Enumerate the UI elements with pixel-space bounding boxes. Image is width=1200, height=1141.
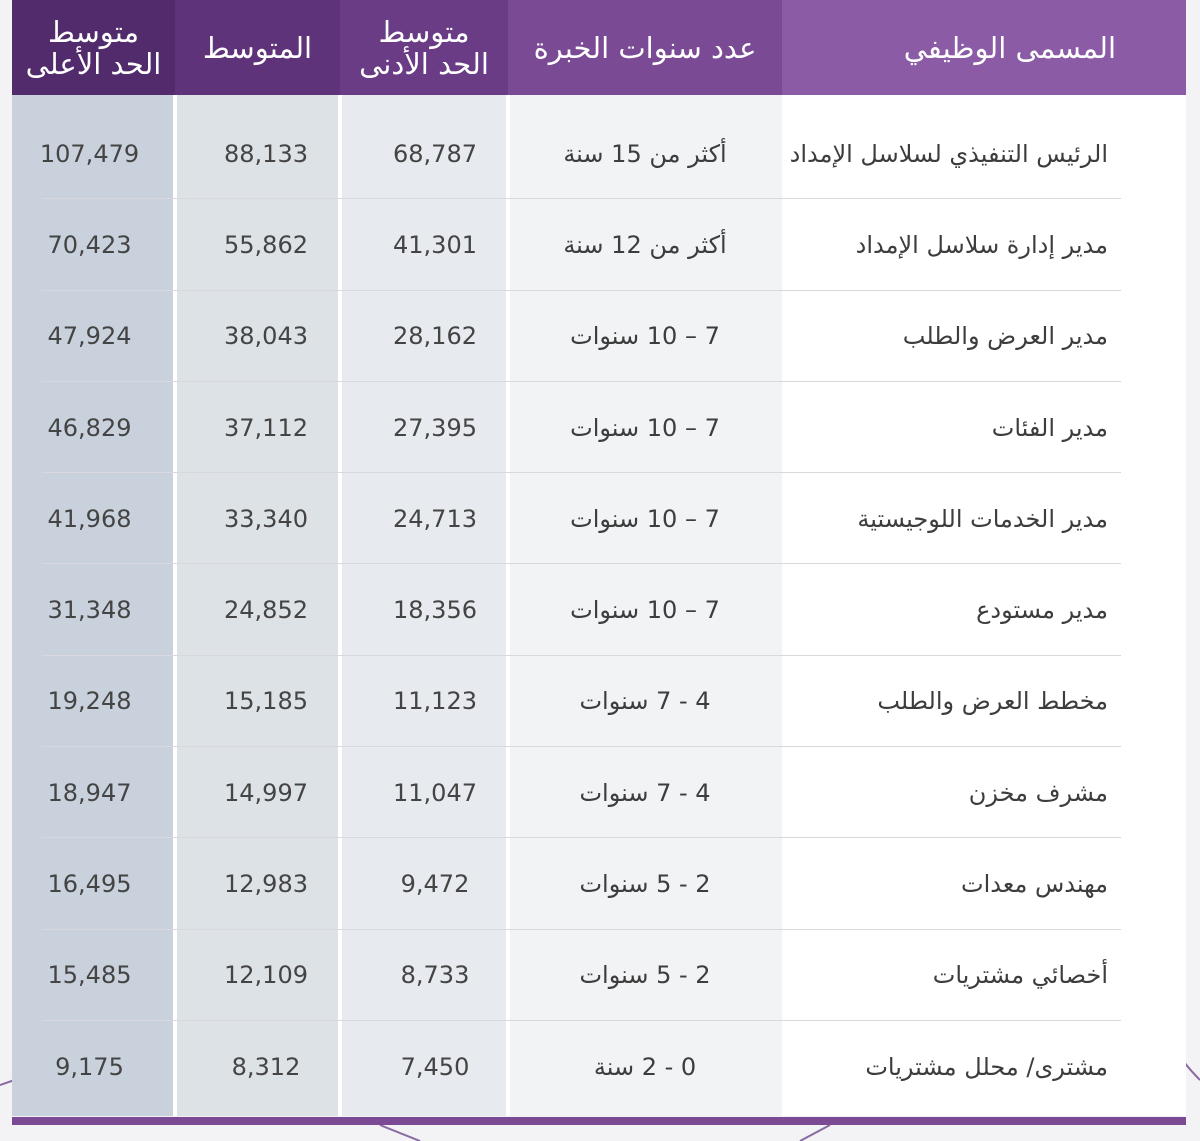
avg-salary-cell: 8,312: [231, 1052, 301, 1081]
salary-table: المسمى الوظيفي عدد سنوات الخبرة متوسط ال…: [12, 0, 1186, 1141]
experience-cell: 7 – 10 سنوات: [570, 596, 720, 625]
job-title-cell: مدير الخدمات اللوجيستية: [857, 504, 1108, 533]
row-divider: [42, 380, 1121, 382]
max-salary-cell: 15,485: [47, 961, 132, 990]
experience-cell: 0 - 2 سنة: [593, 1052, 697, 1081]
table-row: مدير مستودع 7 – 10 سنوات 18,356 24,852 31,34…: [12, 564, 1186, 656]
max-salary-cell: 9,175: [55, 1052, 124, 1081]
avg-salary-cell: 37,112: [224, 413, 308, 442]
max-salary-cell: 70,423: [47, 230, 132, 259]
avg-salary-cell: 12,983: [224, 870, 308, 899]
job-title-cell: مدير العرض والطلب: [902, 322, 1108, 351]
table-row: مهندس معدات 2 - 5 سنوات 9,472 12,983 16,495: [12, 838, 1186, 930]
row-divider: [42, 563, 1121, 565]
min-salary-cell: 24,713: [393, 504, 477, 533]
avg-salary-cell: 33,340: [224, 504, 308, 533]
table-row: مدير العرض والطلب 7 – 10 سنوات 28,162 38,04…: [12, 291, 1186, 382]
max-salary-cell: 31,348: [47, 596, 132, 625]
experience-cell: أكثر من 12 سنة: [563, 230, 727, 259]
bottom-accent-bar: [12, 1117, 1186, 1125]
row-divider: [42, 746, 1121, 748]
max-salary-cell: 18,947: [47, 778, 132, 807]
table-row: مدير إدارة سلاسل الإمداد أكثر من 12 سنة 41…: [12, 199, 1186, 291]
header-min-average-label: متوسط الحد الأدنى: [359, 14, 489, 81]
min-salary-cell: 41,301: [393, 230, 477, 259]
header-min-average: متوسط الحد الأدنى: [340, 0, 508, 95]
min-salary-cell: 11,123: [393, 687, 477, 716]
table-header: المسمى الوظيفي عدد سنوات الخبرة متوسط ال…: [12, 0, 1186, 95]
row-divider: [42, 198, 1121, 200]
avg-salary-cell: 88,133: [224, 139, 308, 168]
experience-cell: 2 - 5 سنوات: [579, 961, 711, 990]
job-title-cell: مدير إدارة سلاسل الإمداد: [855, 230, 1108, 259]
header-job-title: المسمى الوظيفي: [782, 0, 1186, 95]
row-divider: [42, 928, 1121, 930]
job-title-cell: الرئيس التنفيذي لسلاسل الإمداد: [789, 139, 1108, 168]
min-salary-cell: 8,733: [400, 961, 470, 990]
max-salary-cell: 19,248: [47, 687, 132, 716]
max-salary-cell: 16,495: [47, 870, 132, 899]
job-title-cell: مشرف مخزن: [968, 778, 1108, 807]
column-bg-experience: [508, 95, 782, 1116]
column-bg-title: [782, 95, 1186, 1116]
max-salary-cell: 107,479: [39, 139, 140, 168]
column-separator: [338, 95, 342, 1116]
table-row: مخطط العرض والطلب 4 - 7 سنوات 11,123 15,185…: [12, 656, 1186, 748]
table-body: الرئيس التنفيذي لسلاسل الإمداد أكثر من 15…: [12, 108, 1186, 1112]
experience-cell: 7 – 10 سنوات: [570, 413, 720, 442]
avg-salary-cell: 15,185: [224, 687, 308, 716]
job-title-cell: أخصائي مشتريات: [932, 961, 1108, 990]
column-bg-avg: [175, 95, 340, 1116]
min-salary-cell: 9,472: [400, 870, 470, 899]
max-salary-cell: 41,968: [47, 504, 132, 533]
min-salary-cell: 28,162: [393, 322, 477, 351]
max-salary-cell: 47,924: [47, 322, 132, 351]
max-salary-cell: 46,829: [47, 413, 132, 442]
column-separator: [506, 95, 510, 1116]
experience-cell: 7 – 10 سنوات: [570, 504, 720, 533]
row-divider: [42, 837, 1121, 839]
column-bg-min: [340, 95, 508, 1116]
experience-cell: 4 - 7 سنوات: [579, 687, 711, 716]
table-row: مشرف مخزن 4 - 7 سنوات 11,047 14,997 18,947: [12, 747, 1186, 839]
row-divider: [42, 1019, 1121, 1021]
min-salary-cell: 18,356: [393, 596, 477, 625]
experience-cell: 4 - 7 سنوات: [579, 778, 711, 807]
avg-salary-cell: 14,997: [224, 778, 308, 807]
experience-cell: 2 - 5 سنوات: [579, 870, 711, 899]
min-salary-cell: 11,047: [393, 778, 477, 807]
table-row: مدير الفئات 7 – 10 سنوات 27,395 37,112 46,82…: [12, 382, 1186, 474]
experience-cell: 7 – 10 سنوات: [570, 322, 720, 351]
row-divider: [42, 472, 1121, 474]
avg-salary-cell: 55,862: [224, 230, 308, 259]
column-separator: [173, 95, 177, 1116]
header-max-average: متوسط الحد الأعلى: [12, 0, 175, 95]
table-row: مدير الخدمات اللوجيستية 7 – 10 سنوات 24,71…: [12, 473, 1186, 565]
min-salary-cell: 68,787: [393, 139, 477, 168]
table-row: الرئيس التنفيذي لسلاسل الإمداد أكثر من 15…: [12, 108, 1186, 200]
experience-cell: أكثر من 15 سنة: [563, 139, 727, 168]
table-row: مشترى/ محلل مشتريات 0 - 2 سنة 7,450 8,312 9,…: [12, 1021, 1186, 1112]
row-divider: [42, 654, 1121, 656]
job-title-cell: مدير الفئات: [991, 413, 1108, 442]
min-salary-cell: 7,450: [400, 1052, 470, 1081]
header-experience: عدد سنوات الخبرة: [508, 0, 782, 95]
column-bg-max: [12, 95, 175, 1116]
avg-salary-cell: 38,043: [224, 322, 308, 351]
header-average: المتوسط: [175, 0, 340, 95]
row-divider: [42, 289, 1121, 291]
job-title-cell: مخطط العرض والطلب: [877, 687, 1108, 716]
avg-salary-cell: 24,852: [224, 596, 308, 625]
job-title-cell: مهندس معدات: [961, 870, 1108, 899]
header-max-average-label: متوسط الحد الأعلى: [25, 14, 162, 81]
job-title-cell: مشترى/ محلل مشتريات: [865, 1052, 1108, 1081]
avg-salary-cell: 12,109: [224, 961, 308, 990]
table-row: أخصائي مشتريات 2 - 5 سنوات 8,733 12,109 15,4…: [12, 930, 1186, 1021]
min-salary-cell: 27,395: [393, 413, 477, 442]
job-title-cell: مدير مستودع: [976, 596, 1108, 625]
